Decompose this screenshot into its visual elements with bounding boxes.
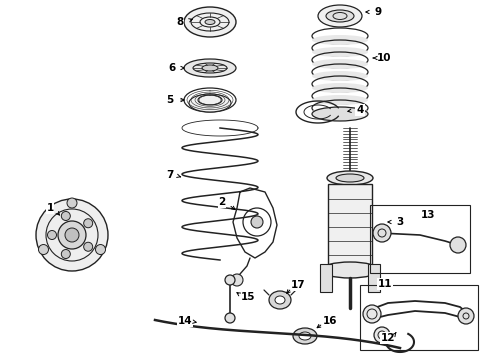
Ellipse shape — [312, 83, 368, 93]
Ellipse shape — [312, 107, 368, 117]
Ellipse shape — [202, 65, 218, 71]
Text: 11: 11 — [378, 279, 392, 289]
Ellipse shape — [312, 35, 368, 45]
Bar — [368, 264, 380, 292]
Ellipse shape — [184, 7, 236, 37]
Circle shape — [374, 327, 390, 343]
Circle shape — [61, 249, 71, 258]
Bar — [360, 285, 478, 350]
Circle shape — [450, 237, 466, 253]
Text: 4: 4 — [356, 105, 364, 115]
Ellipse shape — [321, 262, 379, 278]
Ellipse shape — [327, 171, 373, 185]
Text: 5: 5 — [167, 95, 173, 105]
Circle shape — [231, 274, 243, 286]
Circle shape — [96, 244, 105, 255]
Ellipse shape — [326, 10, 354, 22]
Text: 7: 7 — [166, 170, 173, 180]
Text: 3: 3 — [396, 217, 404, 227]
Text: 9: 9 — [374, 7, 382, 17]
Circle shape — [225, 313, 235, 323]
Circle shape — [36, 199, 108, 271]
Circle shape — [58, 221, 86, 249]
Text: 10: 10 — [377, 53, 391, 63]
Bar — [328, 184, 372, 270]
Text: 13: 13 — [421, 210, 435, 220]
Bar — [320, 264, 332, 292]
Ellipse shape — [312, 59, 368, 69]
Ellipse shape — [275, 296, 285, 304]
Text: 16: 16 — [323, 316, 337, 326]
Circle shape — [373, 224, 391, 242]
Circle shape — [84, 242, 93, 251]
Ellipse shape — [299, 332, 311, 340]
Ellipse shape — [336, 174, 364, 182]
Text: 1: 1 — [47, 203, 53, 213]
Circle shape — [251, 216, 263, 228]
Ellipse shape — [184, 59, 236, 77]
Circle shape — [39, 244, 49, 255]
Text: 2: 2 — [219, 197, 225, 207]
Text: 17: 17 — [291, 280, 305, 290]
Ellipse shape — [293, 328, 317, 344]
Bar — [370, 205, 470, 273]
Text: 8: 8 — [176, 17, 184, 27]
Ellipse shape — [318, 5, 362, 27]
Circle shape — [225, 275, 235, 285]
Text: 6: 6 — [169, 63, 175, 73]
Text: 15: 15 — [241, 292, 255, 302]
Ellipse shape — [312, 95, 368, 105]
Circle shape — [84, 219, 93, 228]
Circle shape — [67, 198, 77, 208]
Ellipse shape — [189, 94, 231, 112]
Circle shape — [363, 305, 381, 323]
Circle shape — [458, 308, 474, 324]
Ellipse shape — [312, 47, 368, 57]
Circle shape — [48, 230, 56, 239]
Text: 12: 12 — [381, 333, 395, 343]
Text: 14: 14 — [178, 316, 192, 326]
Ellipse shape — [269, 291, 291, 309]
Circle shape — [61, 211, 71, 220]
Ellipse shape — [312, 71, 368, 81]
Circle shape — [65, 228, 79, 242]
Ellipse shape — [205, 19, 215, 24]
Ellipse shape — [312, 107, 368, 121]
